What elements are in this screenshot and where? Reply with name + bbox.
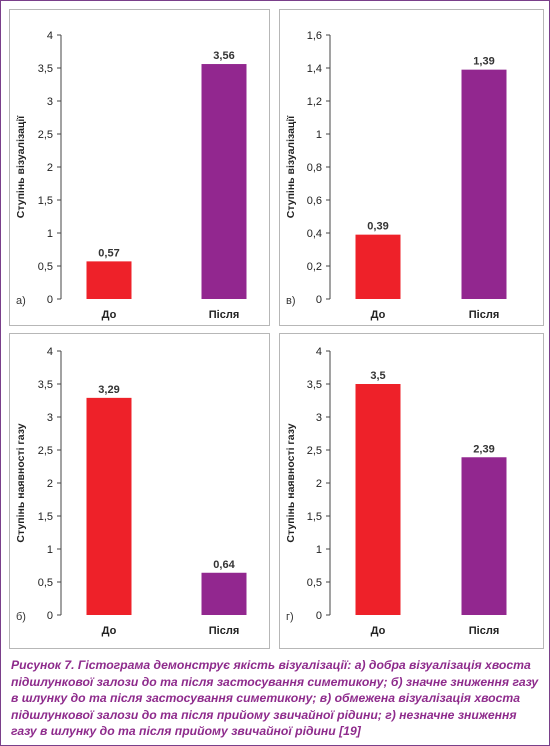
y-tick-label: 1,5 <box>38 511 53 523</box>
chart-panel-a: 0 0,5 1 1,5 2 2,5 3 3,5 4 Ступінь візуалізації 0,5… <box>9 9 270 326</box>
chart-panel-b: 0 0,5 1 1,5 2 2,5 3 3,5 4 Ступінь наявності газу 3… <box>9 333 270 649</box>
bar-before <box>86 397 132 615</box>
bar-chart-a: 0 0,5 1 1,5 2 2,5 3 3,5 4 Ступінь візуалізації 0,5… <box>15 30 247 321</box>
y-tick-label: 2,5 <box>38 445 53 457</box>
bar-value-label: 3,5 <box>370 370 385 382</box>
y-tick-label: 3 <box>316 412 322 424</box>
bar-before <box>355 234 401 299</box>
y-tick-label: 1,4 <box>307 63 322 75</box>
bar-value-label: 3,56 <box>213 50 234 62</box>
y-tick-label: 0 <box>316 294 322 306</box>
y-tick-label: 3,5 <box>38 379 53 391</box>
y-tick-label: 4 <box>316 346 322 358</box>
y-tick-label: 1,6 <box>307 30 322 42</box>
bar-value-label: 3,29 <box>98 384 119 396</box>
bar-chart-g: 0 0,5 1 1,5 2 2,5 3 3,5 4 Ступінь наявності газу 3… <box>285 346 507 637</box>
y-tick-label: 1 <box>47 228 53 240</box>
y-tick-label: 3,5 <box>307 379 322 391</box>
y-tick-label: 0,8 <box>307 162 322 174</box>
category-label: Після <box>469 309 500 321</box>
y-tick-label: 1,5 <box>38 195 53 207</box>
y-tick-label: 0 <box>47 610 53 622</box>
bar-after <box>201 64 247 299</box>
category-label: До <box>371 309 386 321</box>
y-tick-label: 2,5 <box>38 129 53 141</box>
y-tick-label: 0,5 <box>38 261 53 273</box>
bar-after <box>461 457 507 615</box>
y-tick-label: 0,4 <box>307 228 322 240</box>
bar-value-label: 0,39 <box>367 221 388 233</box>
category-label: Після <box>469 625 500 637</box>
y-tick-label: 3,5 <box>38 63 53 75</box>
y-tick-label: 0 <box>316 610 322 622</box>
figure-caption: Рисунок 7. Гістограма демонструє якість … <box>11 658 539 739</box>
bar-value-label: 2,39 <box>473 443 494 455</box>
y-tick-label: 0 <box>47 294 53 306</box>
y-axis-title: Ступінь візуалізації <box>285 115 297 219</box>
y-tick-label: 4 <box>47 30 53 42</box>
bar-chart-b: 0 0,5 1 1,5 2 2,5 3 3,5 4 Ступінь наявності газу 3… <box>15 346 247 637</box>
y-axis-title: Ступінь наявності газу <box>285 423 297 542</box>
y-tick-label: 2 <box>47 478 53 490</box>
bar-value-label: 0,64 <box>213 559 235 571</box>
y-tick-label: 3 <box>47 412 53 424</box>
bar-value-label: 0,57 <box>98 247 119 259</box>
panel-letter: в) <box>286 295 296 307</box>
panel-letter: г) <box>286 611 294 623</box>
y-tick-label: 1 <box>316 129 322 141</box>
y-tick-label: 0,6 <box>307 195 322 207</box>
category-label: Після <box>209 309 240 321</box>
y-axis-title: Ступінь візуалізації <box>15 115 27 219</box>
category-label: До <box>371 625 386 637</box>
y-tick-label: 0,5 <box>38 577 53 589</box>
y-tick-label: 2 <box>47 162 53 174</box>
category-label: До <box>102 309 117 321</box>
y-tick-label: 1 <box>316 544 322 556</box>
bar-before <box>86 261 132 299</box>
bar-value-label: 1,39 <box>473 56 494 68</box>
y-tick-label: 0,2 <box>307 261 322 273</box>
y-tick-label: 1,2 <box>307 96 322 108</box>
chart-panel-g: 0 0,5 1 1,5 2 2,5 3 3,5 4 Ступінь наявності газу 3… <box>279 333 544 649</box>
panel-letter: б) <box>16 611 26 623</box>
chart-panel-v: 0 0,2 0,4 0,6 0,8 1 1,2 1,4 1,6 Ступінь візуаліза… <box>279 9 544 326</box>
panel-letter: а) <box>16 295 26 307</box>
bar-after <box>201 572 247 615</box>
y-tick-label: 1,5 <box>307 511 322 523</box>
y-tick-label: 1 <box>47 544 53 556</box>
bar-chart-v: 0 0,2 0,4 0,6 0,8 1 1,2 1,4 1,6 Ступінь візуаліза… <box>285 30 507 321</box>
y-axis-title: Ступінь наявності газу <box>15 423 27 542</box>
y-tick-label: 4 <box>47 346 53 358</box>
bar-after <box>461 69 507 300</box>
category-label: Після <box>209 625 240 637</box>
y-tick-label: 2,5 <box>307 445 322 457</box>
y-tick-label: 3 <box>47 96 53 108</box>
y-tick-label: 2 <box>316 478 322 490</box>
category-label: До <box>102 625 117 637</box>
bar-before <box>355 384 401 615</box>
y-tick-label: 0,5 <box>307 577 322 589</box>
